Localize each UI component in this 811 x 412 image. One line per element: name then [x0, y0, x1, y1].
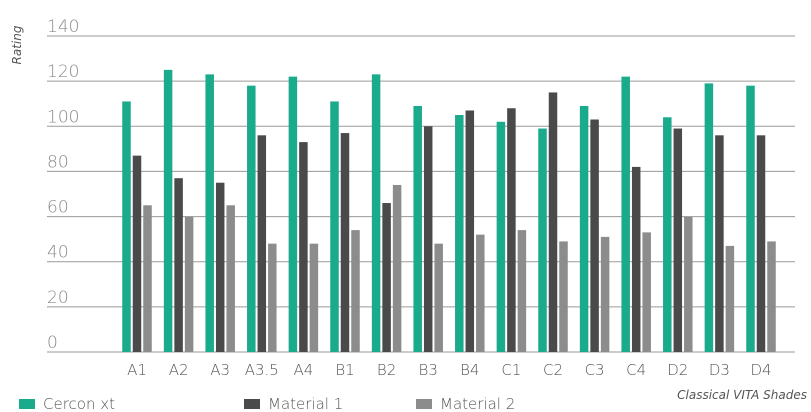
- x-tick-label: C3: [585, 361, 605, 379]
- y-axis-label: Rating: [10, 25, 24, 64]
- legend-swatch-material-2: [416, 399, 432, 409]
- bar-material-1-C3: [590, 119, 599, 352]
- x-tick-label: A4: [293, 361, 313, 379]
- bar-material-2-A3: [226, 205, 235, 352]
- y-tick-label: 80: [47, 152, 69, 172]
- y-axis-ticks: 0 20 40 60 80 100 120 140: [47, 17, 79, 353]
- x-tick-label: A2: [169, 361, 189, 379]
- x-tick-label: A3.5: [245, 361, 279, 379]
- x-tick-label: C1: [501, 361, 521, 379]
- bar-material-1-C1: [507, 108, 516, 352]
- bar-material-2-B4: [476, 234, 485, 352]
- legend-label: Cercon xt: [43, 395, 115, 412]
- bar-cercon-xt-A4: [288, 76, 298, 352]
- bar-cercon-xt-A3: [205, 74, 214, 353]
- bar-material-2-D4: [767, 241, 776, 352]
- bar-cercon-xt-D4: [746, 85, 755, 352]
- bars: [122, 69, 776, 353]
- legend-swatch-material-1: [244, 399, 260, 409]
- bar-material-1-A3.5: [257, 135, 267, 352]
- bar-material-1-A1: [132, 155, 142, 352]
- bar-material-2-B3: [434, 243, 443, 352]
- x-tick-label: C2: [543, 361, 563, 379]
- bar-material-1-B2: [382, 203, 391, 352]
- bar-material-1-A3: [215, 182, 225, 352]
- bar-material-1-B4: [465, 110, 475, 353]
- x-tick-label: B3: [419, 361, 438, 379]
- y-tick-label: 0: [47, 333, 58, 353]
- x-tick-label: D3: [709, 361, 730, 379]
- bar-material-2-C4: [642, 232, 651, 352]
- legend: Cercon xt Material 1 Material 2: [19, 395, 515, 412]
- x-tick-label: B1: [335, 361, 354, 379]
- bar-material-2-C3: [600, 236, 610, 352]
- y-tick-label: 60: [47, 198, 69, 218]
- bar-cercon-xt-C1: [496, 121, 506, 353]
- x-tick-label: A1: [127, 361, 147, 379]
- bar-material-1-C4: [631, 166, 641, 352]
- bar-material-1-D3: [715, 135, 724, 352]
- bar-cercon-xt-A2: [163, 69, 173, 353]
- bar-material-1-D4: [756, 135, 766, 352]
- bar-cercon-xt-A1: [122, 101, 131, 353]
- x-axis-label: Classical VITA Shades: [677, 388, 807, 402]
- bar-material-2-B2: [392, 184, 402, 352]
- x-tick-label: D2: [667, 361, 688, 379]
- bar-cercon-xt-C2: [538, 128, 547, 352]
- bar-material-2-D2: [684, 216, 693, 352]
- bar-cercon-xt-B4: [455, 115, 464, 352]
- y-tick-label: 140: [47, 17, 79, 37]
- bar-material-1-B1: [340, 133, 350, 352]
- y-tick-label: 40: [47, 243, 69, 263]
- bar-cercon-xt-A3.5: [247, 85, 256, 352]
- bar-cercon-xt-B2: [371, 74, 381, 353]
- y-tick-label: 20: [47, 288, 69, 308]
- x-tick-label: C4: [626, 361, 646, 379]
- x-tick-label: D4: [750, 361, 771, 379]
- bar-cercon-xt-D2: [663, 117, 672, 352]
- bar-material-2-A1: [143, 205, 152, 352]
- bar-material-2-B1: [351, 230, 360, 352]
- bar-material-1-B3: [423, 126, 433, 352]
- x-tick-label: A3: [210, 361, 230, 379]
- bar-material-1-A2: [174, 178, 183, 352]
- bar-cercon-xt-C4: [621, 76, 630, 352]
- x-tick-label: B2: [377, 361, 396, 379]
- y-tick-label: 100: [47, 107, 79, 127]
- legend-swatch-cercon-xt: [19, 399, 35, 409]
- bar-cercon-xt-C3: [579, 105, 589, 352]
- y-tick-label: 120: [47, 62, 79, 82]
- bar-material-2-A3.5: [268, 243, 277, 352]
- bar-material-2-C2: [559, 241, 568, 352]
- bar-material-1-A4: [299, 142, 308, 352]
- bar-material-2-D3: [725, 245, 735, 352]
- bar-material-2-A2: [184, 216, 194, 352]
- bar-material-1-C2: [548, 92, 558, 353]
- bar-material-2-A4: [309, 243, 319, 352]
- bar-cercon-xt-D3: [704, 83, 714, 353]
- legend-label: Material 1: [268, 395, 343, 412]
- bar-cercon-xt-B3: [413, 105, 422, 352]
- x-axis-ticks: A1 A2 A3 A3.5 A4 B1 B2 B3 B4 C1 C2 C3 C4 D2 D3 D4: [127, 361, 771, 379]
- bar-material-2-C1: [517, 230, 527, 352]
- legend-label: Material 2: [440, 395, 515, 412]
- x-tick-label: B4: [460, 361, 479, 379]
- bar-material-1-D2: [673, 128, 683, 352]
- bar-cercon-xt-B1: [330, 101, 339, 353]
